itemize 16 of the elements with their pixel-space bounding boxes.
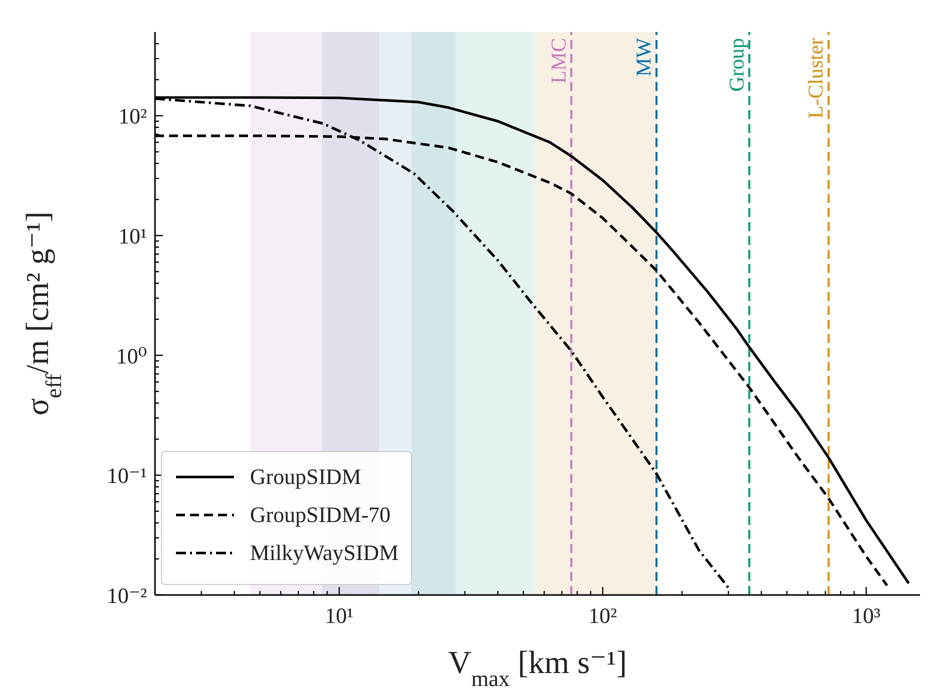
legend-label: GroupSIDM-70: [250, 502, 391, 528]
ref-line-label: Group: [724, 38, 748, 92]
y-tick-label: 10⁰: [116, 343, 148, 368]
ref-line-label: L-Cluster: [804, 38, 828, 118]
y-tick-label: 10⁻²: [106, 583, 148, 608]
x-tick-label: 10²: [588, 603, 618, 628]
legend-label: MilkyWaySIDM: [250, 540, 399, 566]
legend-label: GroupSIDM: [250, 464, 362, 490]
x-tick-label: 10¹: [324, 603, 354, 628]
y-tick-label: 10¹: [118, 224, 147, 249]
ref-line-label: LMC: [546, 38, 570, 84]
y-tick-label: 10²: [118, 104, 148, 129]
ref-line-label: MW: [631, 38, 656, 76]
y-tick-label: 10⁻¹: [106, 463, 147, 488]
x-axis-title: V$_{max}$ [km s⁻¹]: [448, 644, 627, 690]
x-tick-label: 10³: [852, 603, 881, 628]
